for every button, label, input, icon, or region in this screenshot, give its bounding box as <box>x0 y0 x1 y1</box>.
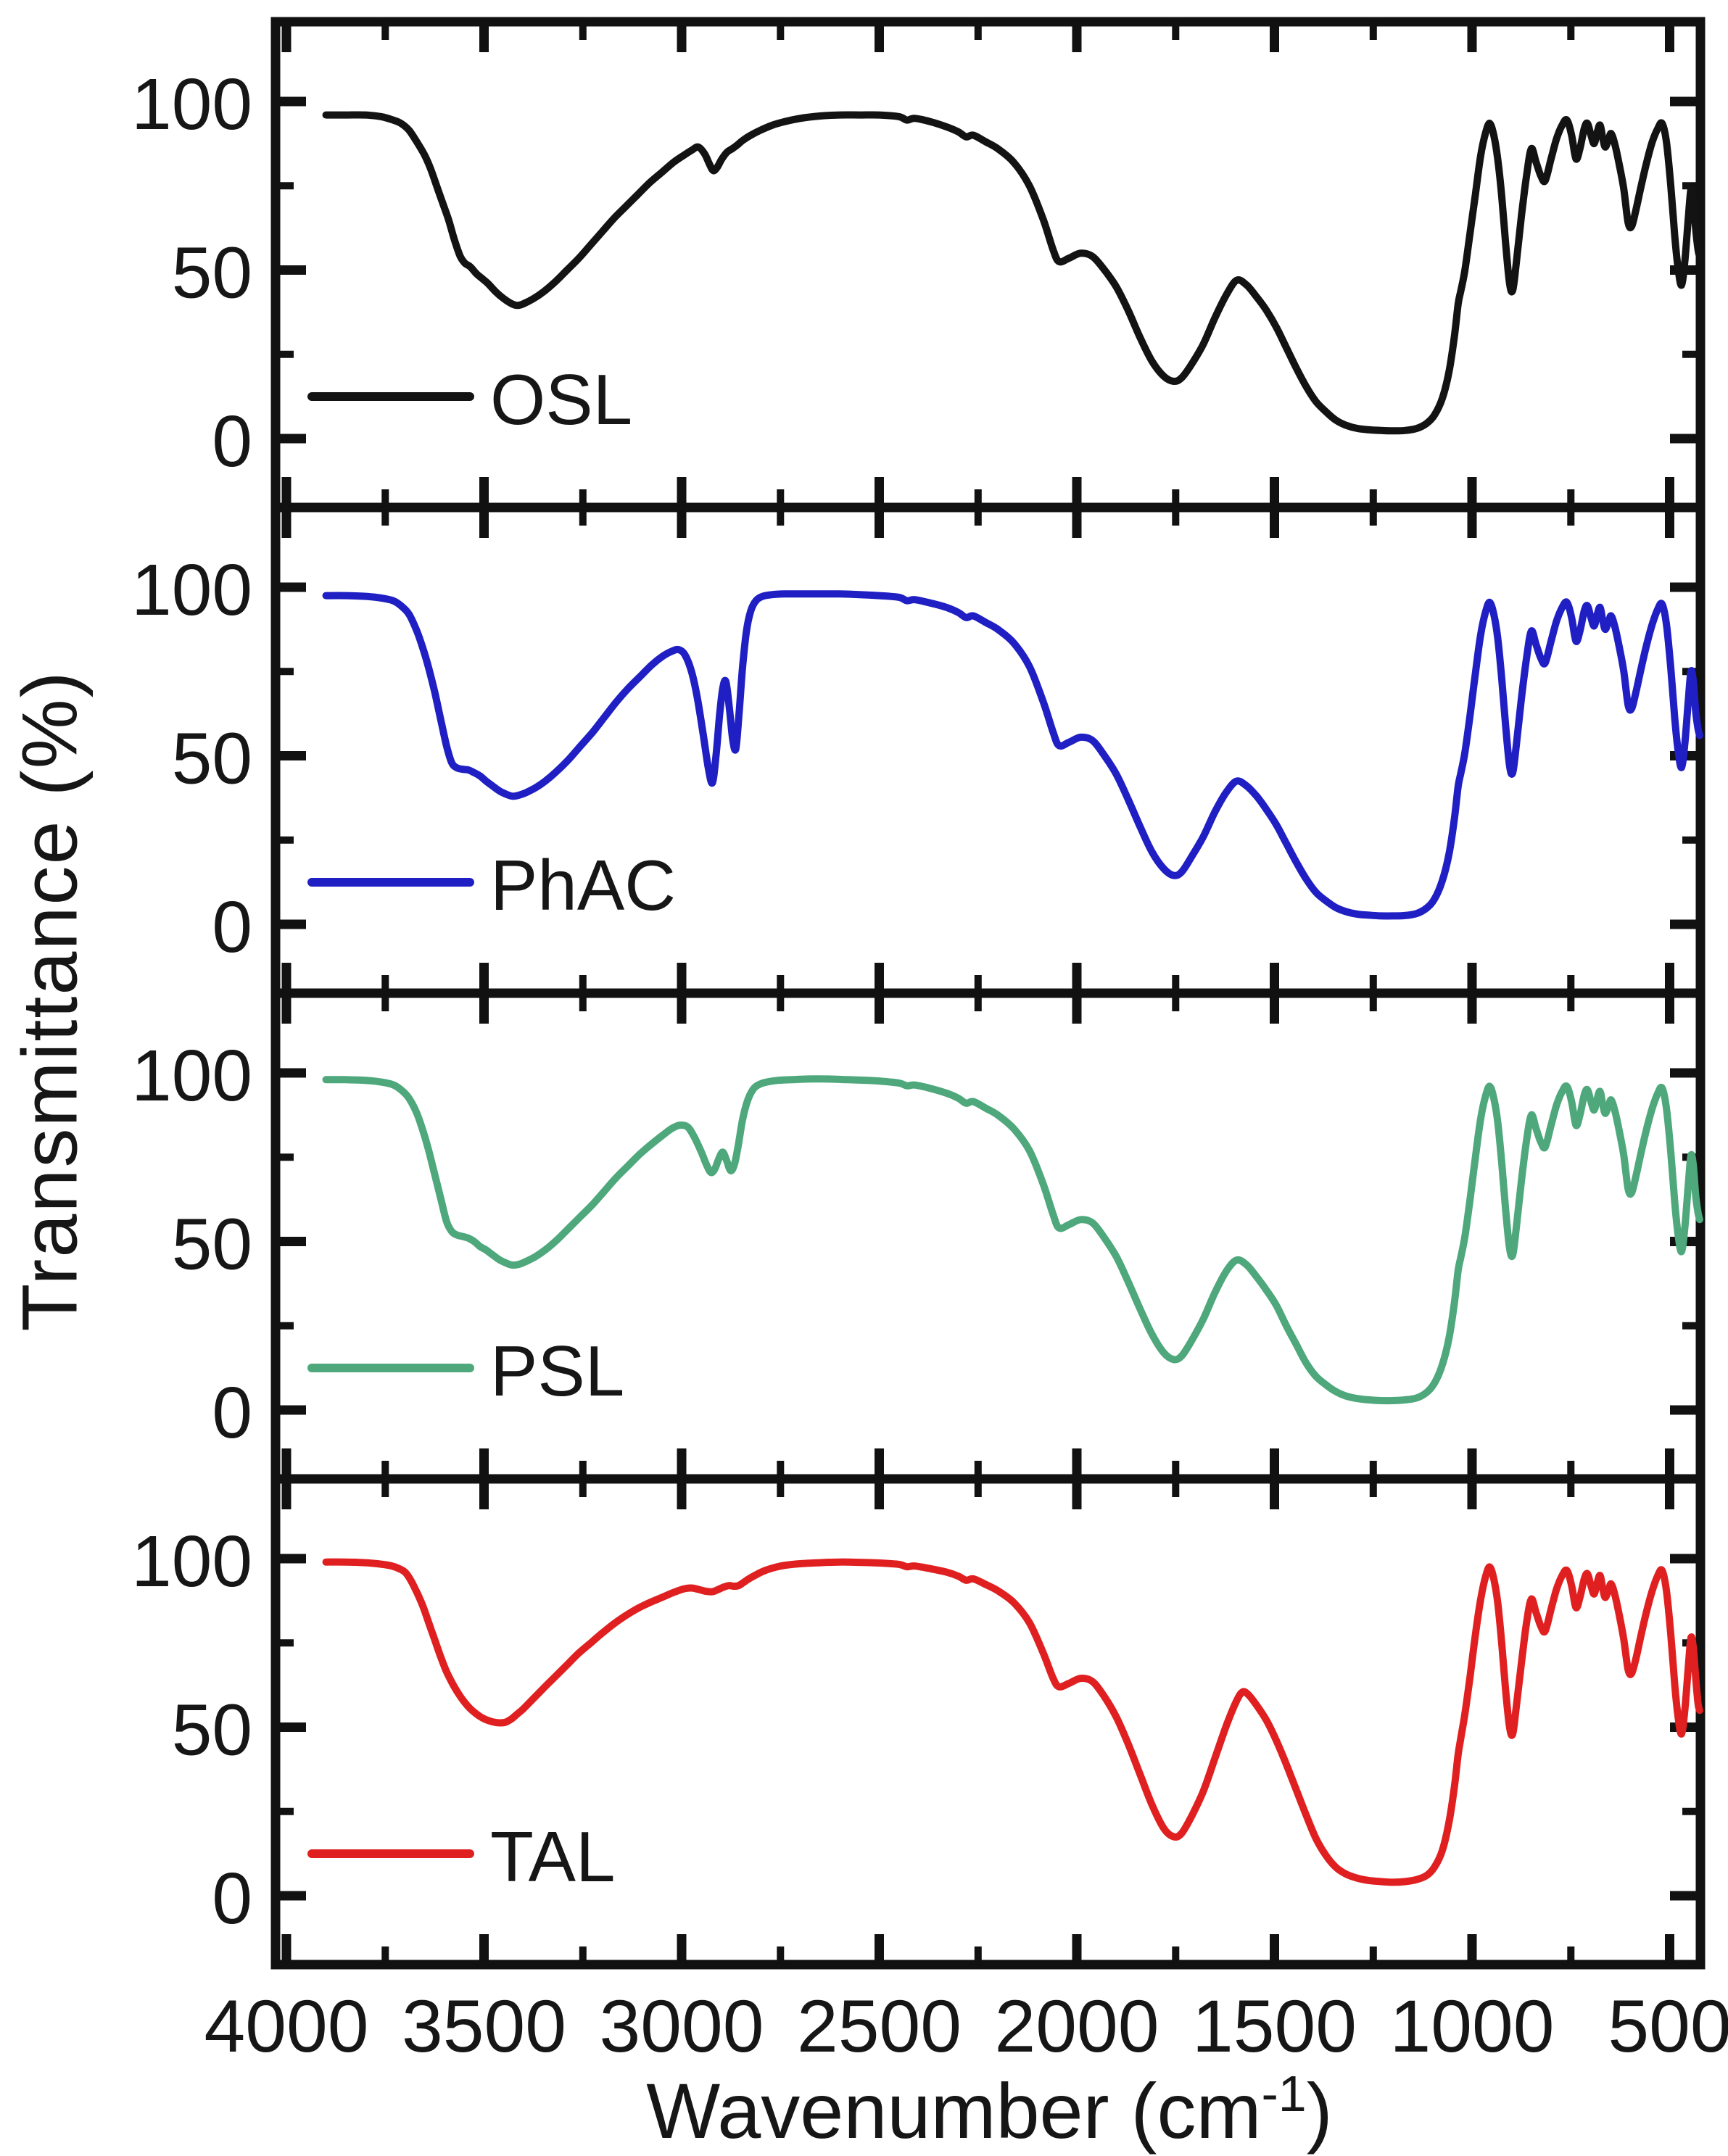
x-tick-label: 1500 <box>1192 1985 1357 2068</box>
panel-frame <box>270 502 1706 998</box>
x-tick-label: 2500 <box>797 1985 962 2068</box>
spectrum-panel-PhAC: 0 50 100 PhAC <box>131 502 1706 998</box>
x-axis-title-superscript: -1 <box>1261 2065 1307 2122</box>
x-tick-label: 4000 <box>204 1985 369 2068</box>
x-tick-label: 3500 <box>402 1985 566 2068</box>
y-tick-label: 50 <box>172 718 252 800</box>
x-axis-tick-labels: 4000 3500 3000 2500 2000 1500 1000 500 <box>204 1985 1728 2068</box>
spectrum-panel-OSL: 0 50 100 OSL <box>131 17 1706 513</box>
y-tick-label: 50 <box>172 1690 252 1771</box>
y-tick-label: 50 <box>172 233 252 314</box>
y-tick-label: 0 <box>212 1858 252 1939</box>
x-tick-label: 2000 <box>995 1985 1159 2068</box>
y-tick-label: 100 <box>131 1035 252 1116</box>
y-tick-label: 50 <box>172 1204 252 1285</box>
y-tick-label: 0 <box>212 887 252 968</box>
x-axis-title-text: Wavenumber (cm <box>646 2067 1262 2155</box>
spectrum-curve-OSL <box>322 111 1703 435</box>
y-tick-label: 0 <box>212 401 252 482</box>
x-tick-label: 500 <box>1608 1985 1728 2068</box>
legend-label-TAL: TAL <box>490 1817 615 1896</box>
x-tick-label: 3000 <box>600 1985 764 2068</box>
y-tick-label: 100 <box>131 64 252 145</box>
legend-label-PhAC: PhAC <box>490 845 676 925</box>
y-axis-title: Transmittance (%) <box>5 670 94 1332</box>
y-tick-label: 0 <box>212 1372 252 1454</box>
x-tick-label: 1000 <box>1390 1985 1555 2068</box>
spectrum-curve-PSL <box>322 1075 1703 1405</box>
spectrum-curve-PhAC <box>322 590 1703 920</box>
x-axis-title: Wavenumber (cm-1) <box>277 2065 1702 2156</box>
y-tick-label: 100 <box>131 1521 252 1602</box>
panel-frame <box>270 1474 1706 1970</box>
legend-label-PSL: PSL <box>490 1331 624 1411</box>
panel-frame <box>270 17 1706 513</box>
spectrum-curve-TAL <box>322 1558 1703 1886</box>
panel-frame <box>270 988 1706 1484</box>
x-axis-title-close: ) <box>1306 2067 1333 2155</box>
spectrum-panel-PSL: 0 50 100 PSL <box>131 988 1706 1484</box>
y-tick-label: 100 <box>131 550 252 631</box>
legend-label-OSL: OSL <box>490 360 632 439</box>
spectrum-panel-TAL: 0 50 100 TAL <box>131 1474 1706 1970</box>
